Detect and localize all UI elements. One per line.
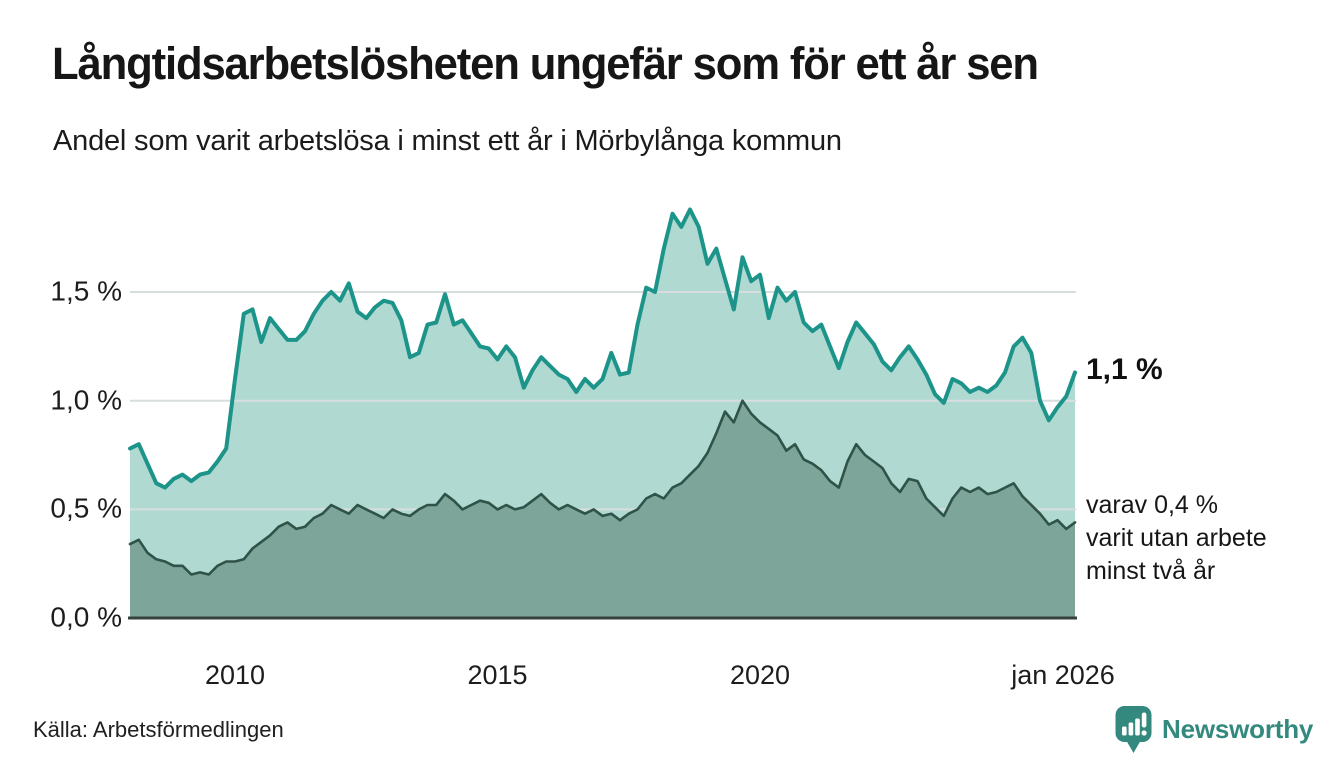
y-tick-label: 0,5 %	[50, 492, 122, 524]
newsworthy-logo-text: Newsworthy	[1162, 713, 1314, 744]
y-tick-label: 1,5 %	[50, 275, 122, 307]
chart-subtitle: Andel som varit arbetslösa i minst ett å…	[53, 125, 842, 157]
y-tick-label: 0,0 %	[50, 601, 122, 633]
series2-annotation-line3: minst två år	[1086, 557, 1216, 585]
line-min-1-year	[128, 207, 1077, 490]
series2-annotation-line2: varit utan arbete	[1086, 524, 1267, 552]
area-fill-min-2-years	[130, 400, 1075, 618]
x-tick-label: 2015	[467, 660, 528, 690]
series2-annotation: varav 0,4 % varit utan arbete minst två …	[1086, 489, 1267, 588]
series2-annotation-line1: varav 0,4 %	[1086, 491, 1219, 519]
newsworthy-logo-icon	[1115, 706, 1152, 753]
line-min-2-years	[128, 399, 1077, 576]
chart-title: Långtidsarbetslösheten ungefär som för e…	[52, 38, 1039, 89]
x-tick-label: 2020	[729, 660, 791, 690]
x-tick-label: jan 2026	[1011, 660, 1115, 690]
y-tick-label: 1,0 %	[50, 384, 122, 416]
series-end-value-label: 1,1 %	[1086, 353, 1163, 386]
newsworthy-logo: Newsworthy	[1114, 704, 1313, 754]
x-tick-label: 2010	[204, 660, 266, 690]
source-caption: Källa: Arbetsförmedlingen	[33, 717, 284, 742]
